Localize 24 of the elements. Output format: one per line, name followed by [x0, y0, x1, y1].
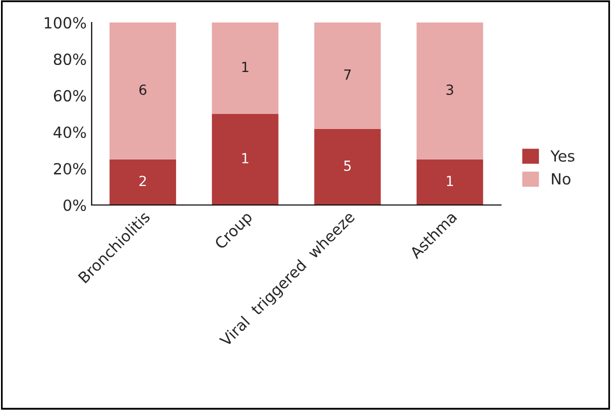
bar: [110, 159, 176, 205]
legend-label: No: [552, 173, 570, 185]
y-tick-label: 40%: [54, 126, 86, 138]
bar: [212, 22, 278, 114]
bar: [110, 22, 176, 160]
y-tick-label: 80%: [54, 54, 86, 66]
legend-label: Yes: [550, 150, 574, 162]
y-tick-label: 100%: [44, 17, 86, 29]
bar: [314, 22, 381, 129]
annotation: 7: [344, 69, 351, 80]
annotation: 2: [139, 176, 146, 186]
y-tick-label: 0%: [64, 199, 86, 212]
bar: [314, 128, 381, 205]
annotation: 1: [242, 153, 248, 164]
bar: [416, 22, 484, 160]
annotation: 1: [242, 62, 248, 72]
y-tick-label: 60%: [54, 90, 86, 102]
annotation: 5: [344, 160, 351, 171]
bar: [212, 114, 278, 205]
annotation: 6: [139, 84, 146, 95]
annotation: 1: [446, 176, 453, 186]
annotation: 3: [446, 84, 454, 95]
y-tick-label: 20%: [54, 162, 86, 175]
bar: [416, 159, 484, 205]
